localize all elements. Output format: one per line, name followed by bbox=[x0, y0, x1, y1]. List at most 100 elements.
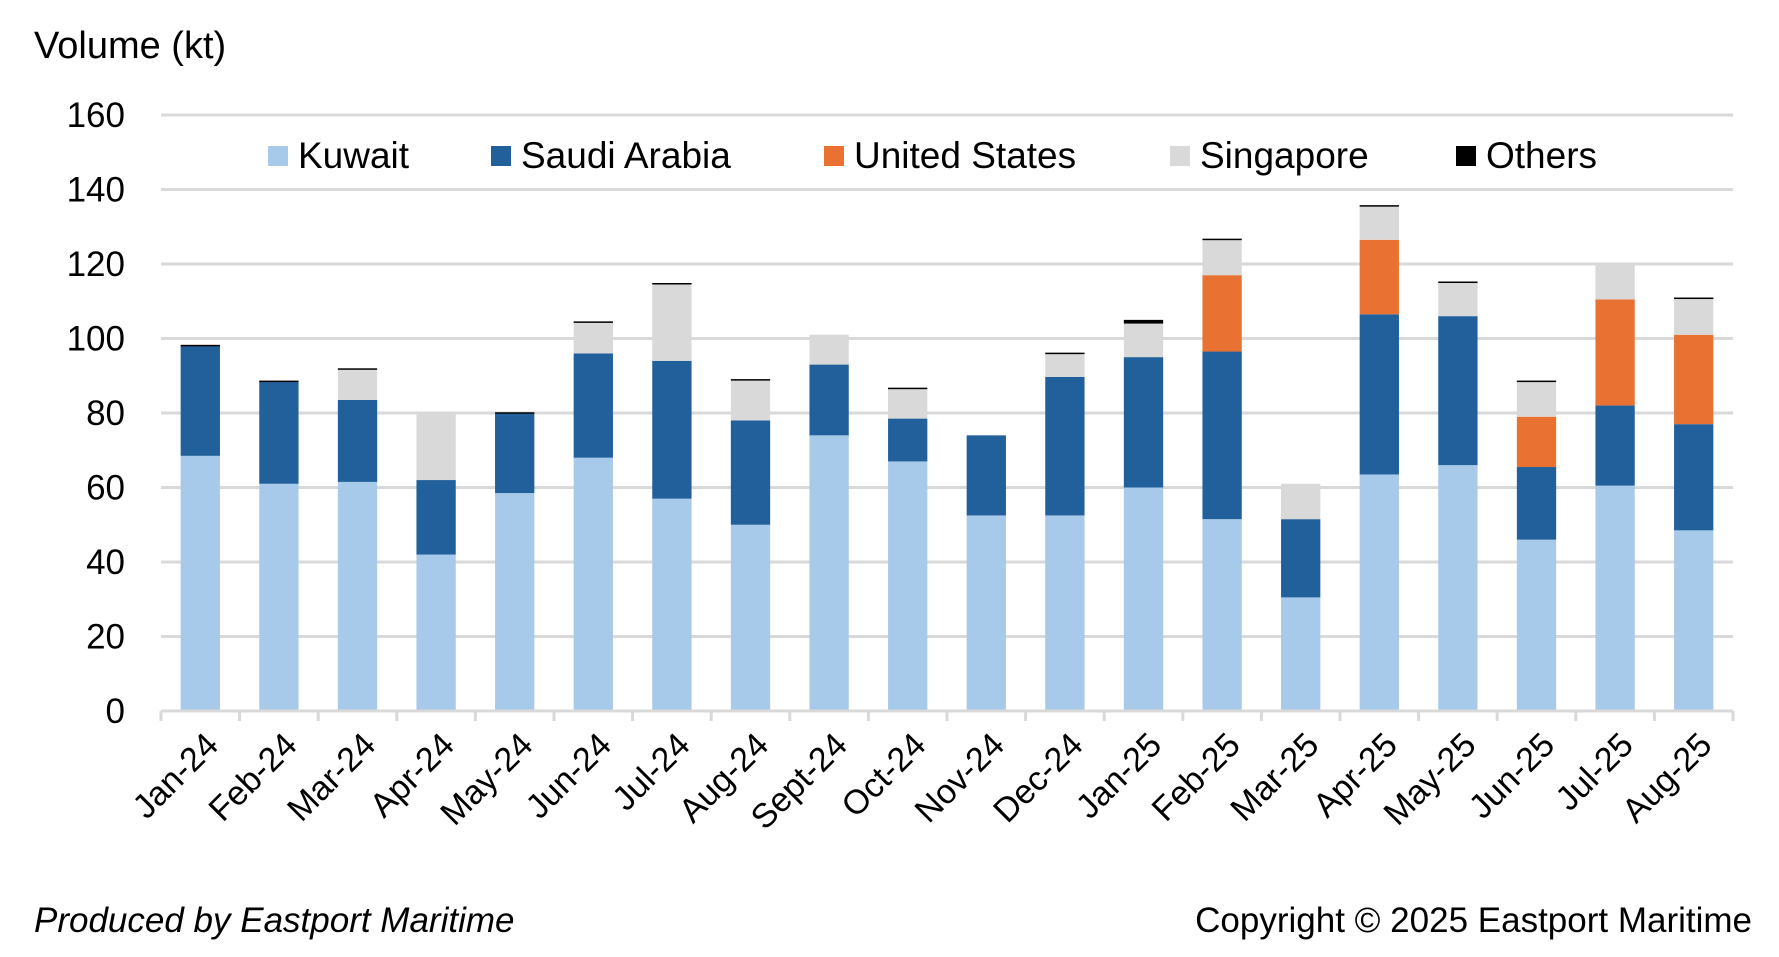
bar-united-states bbox=[1674, 334, 1714, 425]
y-tick-label: 60 bbox=[86, 469, 125, 508]
bar-others bbox=[495, 412, 535, 414]
bar-singapore bbox=[1359, 206, 1399, 240]
bar-united-states bbox=[1202, 275, 1242, 352]
bar-saudi-arabia bbox=[573, 353, 613, 458]
bar-saudi-arabia bbox=[1595, 405, 1635, 486]
bar-kuwait bbox=[1674, 530, 1714, 711]
y-tick-label: 160 bbox=[67, 96, 125, 135]
legend-item: United States bbox=[824, 135, 1076, 176]
bar-saudi-arabia bbox=[180, 345, 220, 456]
y-axis-title: Volume (kt) bbox=[34, 25, 226, 67]
legend-label: Others bbox=[1486, 135, 1597, 176]
bar-kuwait bbox=[1202, 519, 1242, 711]
bar-saudi-arabia bbox=[1438, 316, 1478, 466]
bar-united-states bbox=[1359, 239, 1399, 315]
bar-others bbox=[652, 282, 692, 285]
bar-kuwait bbox=[180, 455, 220, 711]
gridlines bbox=[161, 113, 1733, 638]
bar-kuwait bbox=[1123, 487, 1164, 711]
bar-singapore bbox=[1438, 282, 1478, 317]
bar-kuwait bbox=[730, 524, 771, 711]
x-tick-label: Jun-25 bbox=[1462, 726, 1562, 826]
bar-others bbox=[1359, 205, 1399, 207]
footer-produced-by: Produced by Eastport Maritime bbox=[34, 901, 514, 940]
bar-saudi-arabia bbox=[416, 480, 456, 555]
x-tick-label: Mar-24 bbox=[280, 726, 383, 829]
bar-saudi-arabia bbox=[495, 413, 535, 494]
bar-saudi-arabia bbox=[1674, 424, 1714, 531]
bar-singapore bbox=[416, 413, 456, 481]
bar-others bbox=[1516, 380, 1557, 383]
bar-others bbox=[1123, 319, 1164, 324]
bar-others bbox=[573, 321, 613, 323]
x-tick-label: Dec-24 bbox=[986, 726, 1090, 830]
bar-saudi-arabia bbox=[1359, 314, 1399, 475]
bar-singapore bbox=[1202, 239, 1242, 276]
bar-others bbox=[730, 379, 771, 381]
bars bbox=[180, 205, 1714, 711]
legend-item: Singapore bbox=[1170, 135, 1369, 176]
legend-item: Others bbox=[1456, 135, 1597, 176]
bar-united-states bbox=[1595, 299, 1635, 406]
bar-singapore bbox=[337, 369, 378, 400]
bar-united-states bbox=[1516, 416, 1557, 468]
bar-kuwait bbox=[652, 498, 692, 711]
y-tick-label: 20 bbox=[86, 618, 125, 657]
bar-singapore bbox=[1045, 353, 1085, 377]
bar-singapore bbox=[1674, 298, 1714, 335]
bar-saudi-arabia bbox=[337, 399, 378, 482]
bar-singapore bbox=[1516, 381, 1557, 417]
y-tick-label: 40 bbox=[86, 543, 125, 582]
y-tick-label: 120 bbox=[67, 245, 125, 284]
bar-others bbox=[888, 387, 928, 390]
bar-saudi-arabia bbox=[1281, 519, 1321, 598]
bar-singapore bbox=[573, 322, 613, 354]
bar-others bbox=[1045, 352, 1085, 355]
bar-kuwait bbox=[966, 515, 1006, 711]
bar-kuwait bbox=[1045, 515, 1085, 711]
footer-copyright: Copyright © 2025 Eastport Maritime bbox=[1195, 901, 1752, 940]
bar-others bbox=[180, 344, 220, 347]
legend-swatch bbox=[1170, 146, 1190, 166]
bar-singapore bbox=[1595, 264, 1635, 300]
bar-kuwait bbox=[495, 493, 535, 711]
legend-swatch bbox=[824, 146, 844, 166]
bar-saudi-arabia bbox=[966, 435, 1006, 516]
bar-kuwait bbox=[337, 481, 378, 711]
bar-singapore bbox=[1281, 483, 1321, 520]
bar-saudi-arabia bbox=[1516, 467, 1557, 540]
legend-label: United States bbox=[854, 135, 1076, 176]
bar-kuwait bbox=[259, 483, 299, 711]
bar-kuwait bbox=[416, 554, 456, 711]
bar-kuwait bbox=[888, 461, 928, 711]
bar-saudi-arabia bbox=[1202, 351, 1242, 520]
bar-others bbox=[1438, 281, 1478, 284]
bar-singapore bbox=[888, 388, 928, 419]
x-tick-label: Aug-25 bbox=[1615, 726, 1719, 830]
bar-others bbox=[1674, 297, 1714, 300]
legend-label: Singapore bbox=[1200, 135, 1369, 176]
legend-label: Saudi Arabia bbox=[521, 135, 731, 176]
x-tick-label: Jun-24 bbox=[519, 726, 619, 826]
bar-others bbox=[337, 368, 378, 370]
bar-saudi-arabia bbox=[1045, 376, 1085, 516]
bar-saudi-arabia bbox=[730, 420, 771, 525]
bar-singapore bbox=[1123, 323, 1164, 358]
bar-saudi-arabia bbox=[888, 418, 928, 462]
legend-item: Saudi Arabia bbox=[491, 135, 731, 176]
x-tick-label: Mar-25 bbox=[1223, 726, 1326, 829]
legend-label: Kuwait bbox=[298, 135, 410, 176]
y-tick-label: 0 bbox=[106, 692, 125, 731]
bar-others bbox=[1202, 238, 1242, 241]
bar-saudi-arabia bbox=[652, 360, 692, 499]
bar-kuwait bbox=[1595, 485, 1635, 711]
y-tick-label: 100 bbox=[67, 320, 125, 359]
legend-swatch bbox=[268, 146, 288, 166]
legend-item: Kuwait bbox=[268, 135, 410, 176]
bar-kuwait bbox=[1438, 465, 1478, 711]
bar-kuwait bbox=[573, 457, 613, 711]
legend-swatch bbox=[491, 146, 511, 166]
x-tick-label: Feb-25 bbox=[1145, 726, 1248, 829]
bar-saudi-arabia bbox=[259, 381, 299, 484]
